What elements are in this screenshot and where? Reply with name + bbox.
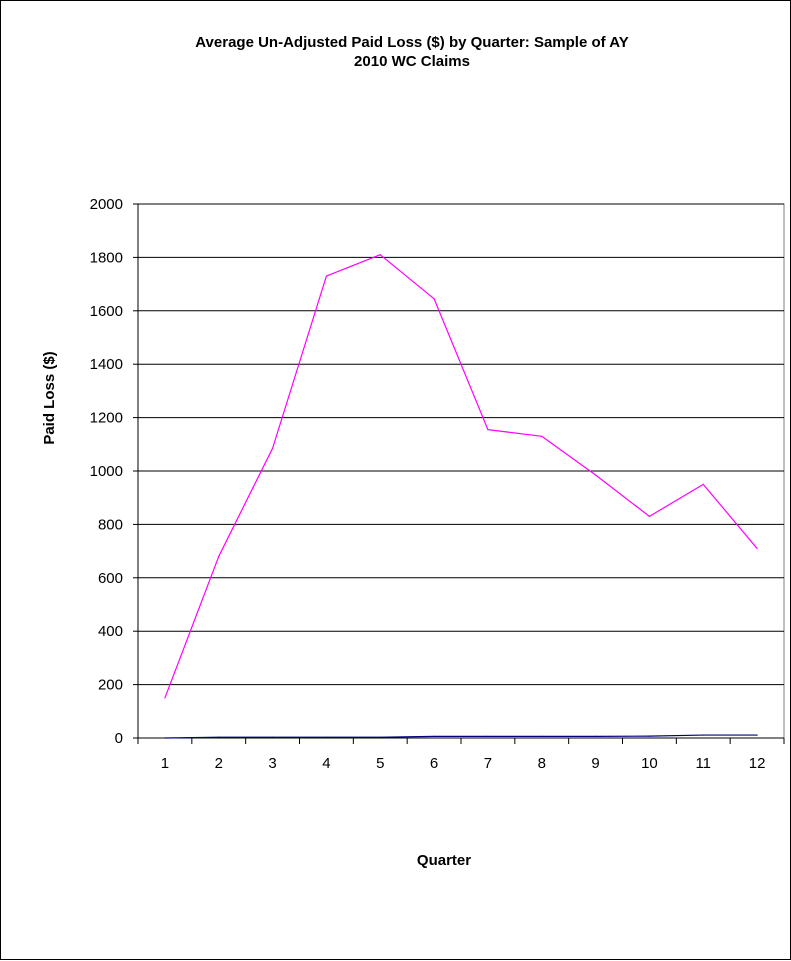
chart-title: Average Un-Adjusted Paid Loss ($) by Qua… <box>195 34 628 51</box>
y-tick-label: 800 <box>98 516 123 533</box>
y-axis-title: Paid Loss ($) <box>41 351 58 444</box>
y-tick-label: 1200 <box>90 410 123 427</box>
data-point <box>218 736 220 738</box>
data-point <box>594 735 597 737</box>
data-point <box>541 735 543 737</box>
axes <box>133 203 785 744</box>
series-line-1 <box>164 254 758 699</box>
x-tick-label: 9 <box>591 755 599 772</box>
data-point <box>433 735 435 737</box>
data-point <box>271 736 274 738</box>
data-point <box>164 697 166 699</box>
x-tick-label: 2 <box>215 755 223 772</box>
y-tick-label: 1800 <box>90 249 123 266</box>
gridlines <box>138 203 784 686</box>
data-point <box>379 254 381 256</box>
data-point <box>271 447 274 449</box>
data-point <box>648 735 651 737</box>
x-axis-title: Quarter <box>417 852 471 869</box>
data-point <box>756 547 758 550</box>
data-point <box>487 429 489 431</box>
data-point <box>433 298 435 300</box>
data-point <box>541 435 543 437</box>
y-tick-label: 200 <box>98 677 123 694</box>
data-point <box>379 736 381 738</box>
data-point <box>325 736 328 738</box>
x-tick-label: 8 <box>538 755 546 772</box>
x-tick-label: 11 <box>695 755 711 772</box>
data-point <box>702 734 704 736</box>
data-point <box>594 474 597 476</box>
data-point <box>325 275 328 277</box>
x-tick-label: 4 <box>322 755 330 772</box>
x-tick-label: 7 <box>484 755 492 772</box>
data-point <box>487 735 489 737</box>
y-tick-label: 400 <box>98 623 123 640</box>
chart-subtitle: 2010 WC Claims <box>354 53 470 70</box>
y-tick-label: 1600 <box>90 303 123 320</box>
data-point <box>702 483 704 485</box>
y-tick-label: 2000 <box>90 196 123 213</box>
x-tick-label: 12 <box>749 755 766 772</box>
x-tick-label: 1 <box>161 755 169 772</box>
data-point <box>648 515 651 517</box>
x-tick-labels: 1 2 3 4 5 6 7 8 9 10 11 12 <box>161 755 766 772</box>
series-line-2 <box>164 734 758 739</box>
x-tick-label: 5 <box>376 755 384 772</box>
data-point <box>164 737 166 739</box>
y-tick-labels: 0 200 400 600 800 1000 1200 1400 1600 1800 2000 <box>90 196 123 747</box>
y-tick-label: 1400 <box>90 356 123 373</box>
x-tick-label: 6 <box>430 755 438 772</box>
x-tick-label: 10 <box>641 755 658 772</box>
y-tick-label: 0 <box>115 730 123 747</box>
data-point <box>756 734 758 736</box>
y-tick-label: 1000 <box>90 463 123 480</box>
data-point <box>218 555 220 558</box>
y-tick-label: 600 <box>98 570 123 587</box>
x-tick-label: 3 <box>268 755 276 772</box>
series-lines <box>164 254 758 739</box>
